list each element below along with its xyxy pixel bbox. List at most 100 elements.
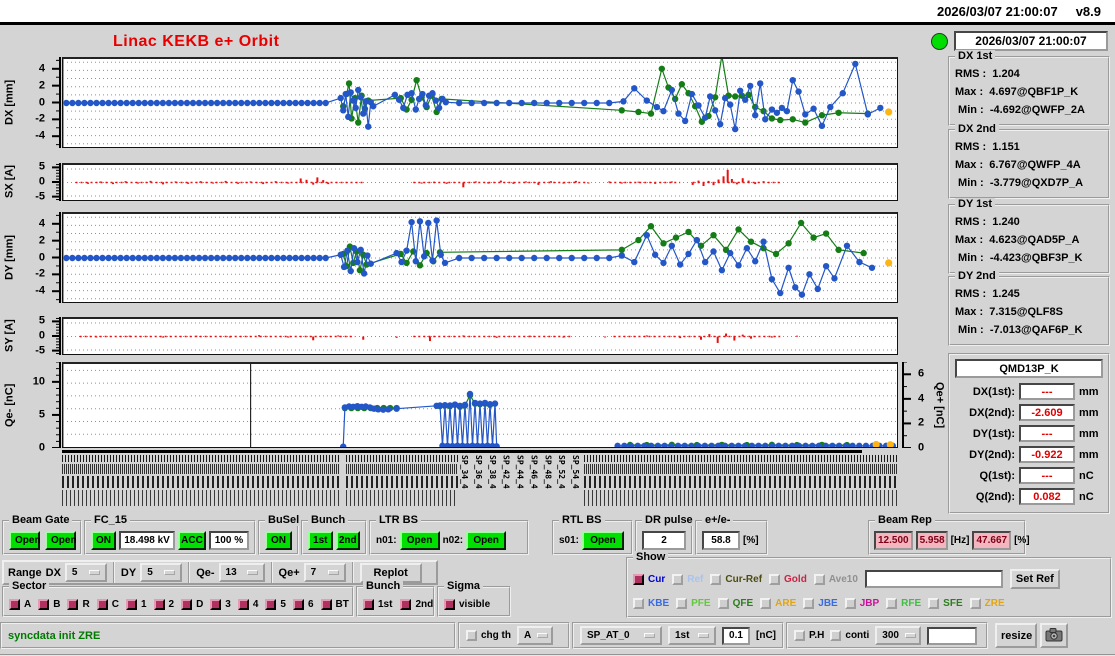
group-title: Beam Gate [9,514,73,526]
show-gold-checkbox[interactable]: Gold [769,573,807,585]
show-cur-ref-checkbox[interactable]: Cur-Ref [710,573,762,585]
show-jbe-checkbox[interactable]: JBE [803,597,838,609]
busel-group: BuSel ON [258,514,303,555]
ph-checkbox[interactable]: P.H [794,630,824,641]
plot-dx[interactable] [62,57,898,148]
option-menu-indicator-icon [644,633,655,638]
sector-3-checkbox[interactable]: 3 [210,599,231,610]
conti-checkbox[interactable]: conti [830,630,869,641]
beam-gate-open-2-button[interactable]: Open [45,530,77,550]
sp-at-select[interactable]: SP_AT_0 [580,626,662,645]
axis-label: SX [A] [3,165,16,199]
show-jbp-checkbox[interactable]: JBP [844,597,879,609]
show-sfe-checkbox[interactable]: SFE [928,597,963,609]
checkbox-label: 4 [252,599,259,610]
dr-pulse-field[interactable]: 2 [642,530,686,550]
monitor-row: DX(1st): --- mm [955,381,1103,402]
show-ref-checkbox[interactable]: Ref [672,573,703,585]
monitor-unit: mm [1079,448,1099,461]
sector-a-checkbox[interactable]: A [9,599,31,610]
show-cur-checkbox[interactable]: Cur [633,573,665,585]
group-title: Sector [9,580,50,592]
chg-th-checkbox[interactable]: chg th [466,630,511,641]
navg-select[interactable]: 300 [875,626,922,645]
sector-6-checkbox[interactable]: 6 [292,599,314,610]
show-kbe-checkbox[interactable]: KBE [633,597,669,609]
show-rfe-checkbox[interactable]: RFE [886,597,921,609]
sector-r-checkbox[interactable]: R [67,599,90,610]
checkbox-label: JBE [818,597,838,609]
sigma-visible-checkbox[interactable]: visible [444,599,490,610]
bunch-2nd-checkbox[interactable]: 2nd [400,599,433,610]
bunch-select-group: Bunch 1st 2nd [356,580,435,617]
show-qfe-checkbox[interactable]: QFE [717,597,753,609]
sector-d-checkbox[interactable]: D [181,599,203,610]
max-line: Max : 4.623@QAD5P_A [955,234,1080,246]
sector-5-checkbox[interactable]: 5 [265,599,286,610]
beam-rep-value-2: 5.958 [915,530,948,550]
sector-c-checkbox[interactable]: C [96,599,119,610]
n01-label: n01: [376,534,397,546]
stats-title: DX 1st [955,50,996,62]
set-ref-button[interactable]: Set Ref [1009,569,1060,589]
option-menu-indicator-icon [904,633,916,638]
rtl-bs-s01-open-button[interactable]: Open [582,530,625,550]
ltr-bs-n02-open-button[interactable]: Open [466,530,507,550]
tick-label: -2 [35,267,45,280]
fc15-on-button[interactable]: ON [91,530,116,550]
group-title: Bunch [308,514,349,526]
range-qe-minus-select[interactable]: 13 [218,563,265,582]
sector-2-checkbox[interactable]: 2 [153,599,174,610]
show-pfe-checkbox[interactable]: PFE [676,597,711,609]
fc15-percent-field[interactable]: 100 % [208,530,249,550]
checkbox-label: chg th [481,630,511,641]
monitor-value: --- [1019,425,1075,442]
plot-sy[interactable] [62,317,898,355]
checkbox-label: Gold [784,573,807,585]
plot-sx[interactable] [62,163,898,201]
checkbox-label: BT [335,599,349,610]
titlebar-datetime: 2026/03/07 21:00:07 [936,3,1058,19]
threshold-input[interactable] [722,626,750,645]
bpm-name-axis: SP_34_4 SP_36_4 SP_38_4 SP_42_4 SP_44_4 … [62,455,898,509]
range-dy-select[interactable]: 5 [140,563,183,582]
beam-gate-open-1-button[interactable]: Open [9,530,41,550]
option-menu-indicator-icon [164,570,176,575]
bunch-1st-checkbox[interactable]: 1st [363,599,392,610]
ep-em-field[interactable]: 58.8 [702,530,740,550]
extra-input[interactable] [927,626,978,645]
show-are-checkbox[interactable]: ARE [760,597,796,609]
selected-value: SP_AT_0 [587,630,630,641]
fc15-kv-field[interactable]: 18.498 kV [118,530,176,550]
tick-label: 0 [38,441,45,454]
bunch-2nd-button[interactable]: 2nd [335,530,360,550]
bunch-order-select[interactable]: 1st [668,626,716,645]
show-zre-checkbox[interactable]: ZRE [969,597,1005,609]
group-title: RTL BS [559,514,605,526]
monitor-row: Q(2nd): 0.082 nC [955,486,1103,507]
bpm-name-field[interactable]: QMD13P_K [955,359,1103,378]
screenshot-camera-button[interactable] [1040,623,1068,648]
sector-group: Sector A B R C 1 2 D 3 4 5 6 BT [2,580,354,617]
ref-name-input[interactable] [864,570,1003,588]
bunch-1st-button[interactable]: 1st [308,530,333,550]
channel-select[interactable]: A [517,626,553,645]
sector-b-checkbox[interactable]: B [38,599,60,610]
sector-1-checkbox[interactable]: 1 [125,599,147,610]
busel-on-button[interactable]: ON [265,530,292,550]
resize-button[interactable]: resize [995,623,1037,648]
plot-dy[interactable] [62,212,898,303]
bunch-group: Bunch 1st 2nd [301,514,367,555]
ltr-bs-n01-open-button[interactable]: Open [399,530,440,550]
fc15-acc-button[interactable]: ACC [178,530,206,550]
monitor-unit: nC [1079,490,1094,503]
show-ave10-checkbox[interactable]: Ave10 [813,573,858,585]
range-dx-select[interactable]: 5 [64,563,107,582]
rms-line: RMS : 1.204 [955,68,1020,80]
min-line: Min : -3.779@QXD7P_A [955,177,1084,189]
sector-bt-checkbox[interactable]: BT [320,599,349,610]
sector-4-checkbox[interactable]: 4 [237,599,259,610]
min-line: Min : -7.013@QAF6P_K [955,324,1083,336]
plot-qe[interactable] [62,362,898,448]
range-qe-plus-select[interactable]: 7 [303,563,346,582]
